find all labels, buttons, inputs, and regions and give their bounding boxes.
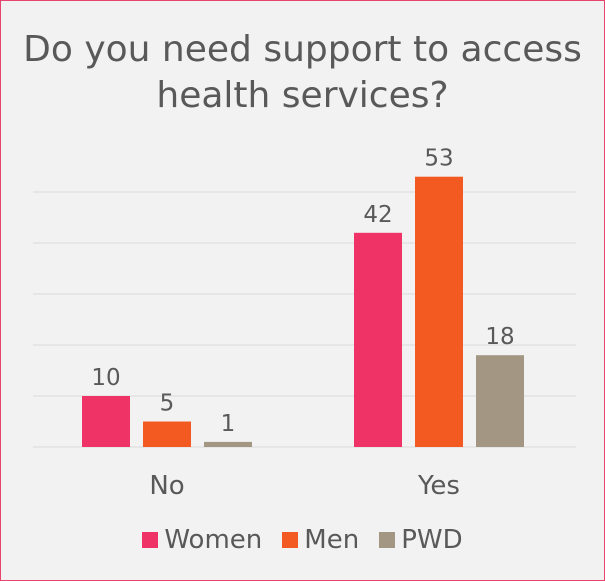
legend-item-women: Women	[142, 525, 262, 555]
x-tick-label: No	[149, 471, 184, 501]
legend-item-pwd: PWD	[379, 525, 462, 555]
bar-men-yes	[415, 177, 463, 447]
bar-pwd-yes	[476, 355, 524, 447]
bar-women-no	[82, 396, 130, 447]
legend-swatch	[142, 532, 158, 548]
bar-pwd-no	[204, 442, 252, 447]
x-tick-label: Yes	[417, 471, 460, 501]
legend-swatch	[282, 532, 298, 548]
legend-label: Women	[164, 525, 262, 555]
data-label: 53	[424, 146, 453, 172]
legend-label: Men	[304, 525, 359, 555]
legend-label: PWD	[401, 525, 462, 555]
data-label: 1	[221, 411, 236, 437]
data-label: 5	[160, 391, 175, 417]
bar-women-yes	[354, 233, 402, 447]
bar-men-no	[143, 422, 191, 448]
legend-item-men: Men	[282, 525, 359, 555]
data-label: 18	[485, 324, 514, 350]
chart-legend: Women Men PWD	[1, 525, 604, 555]
legend-swatch	[379, 532, 395, 548]
data-label: 42	[363, 202, 392, 228]
data-label: 10	[91, 365, 120, 391]
